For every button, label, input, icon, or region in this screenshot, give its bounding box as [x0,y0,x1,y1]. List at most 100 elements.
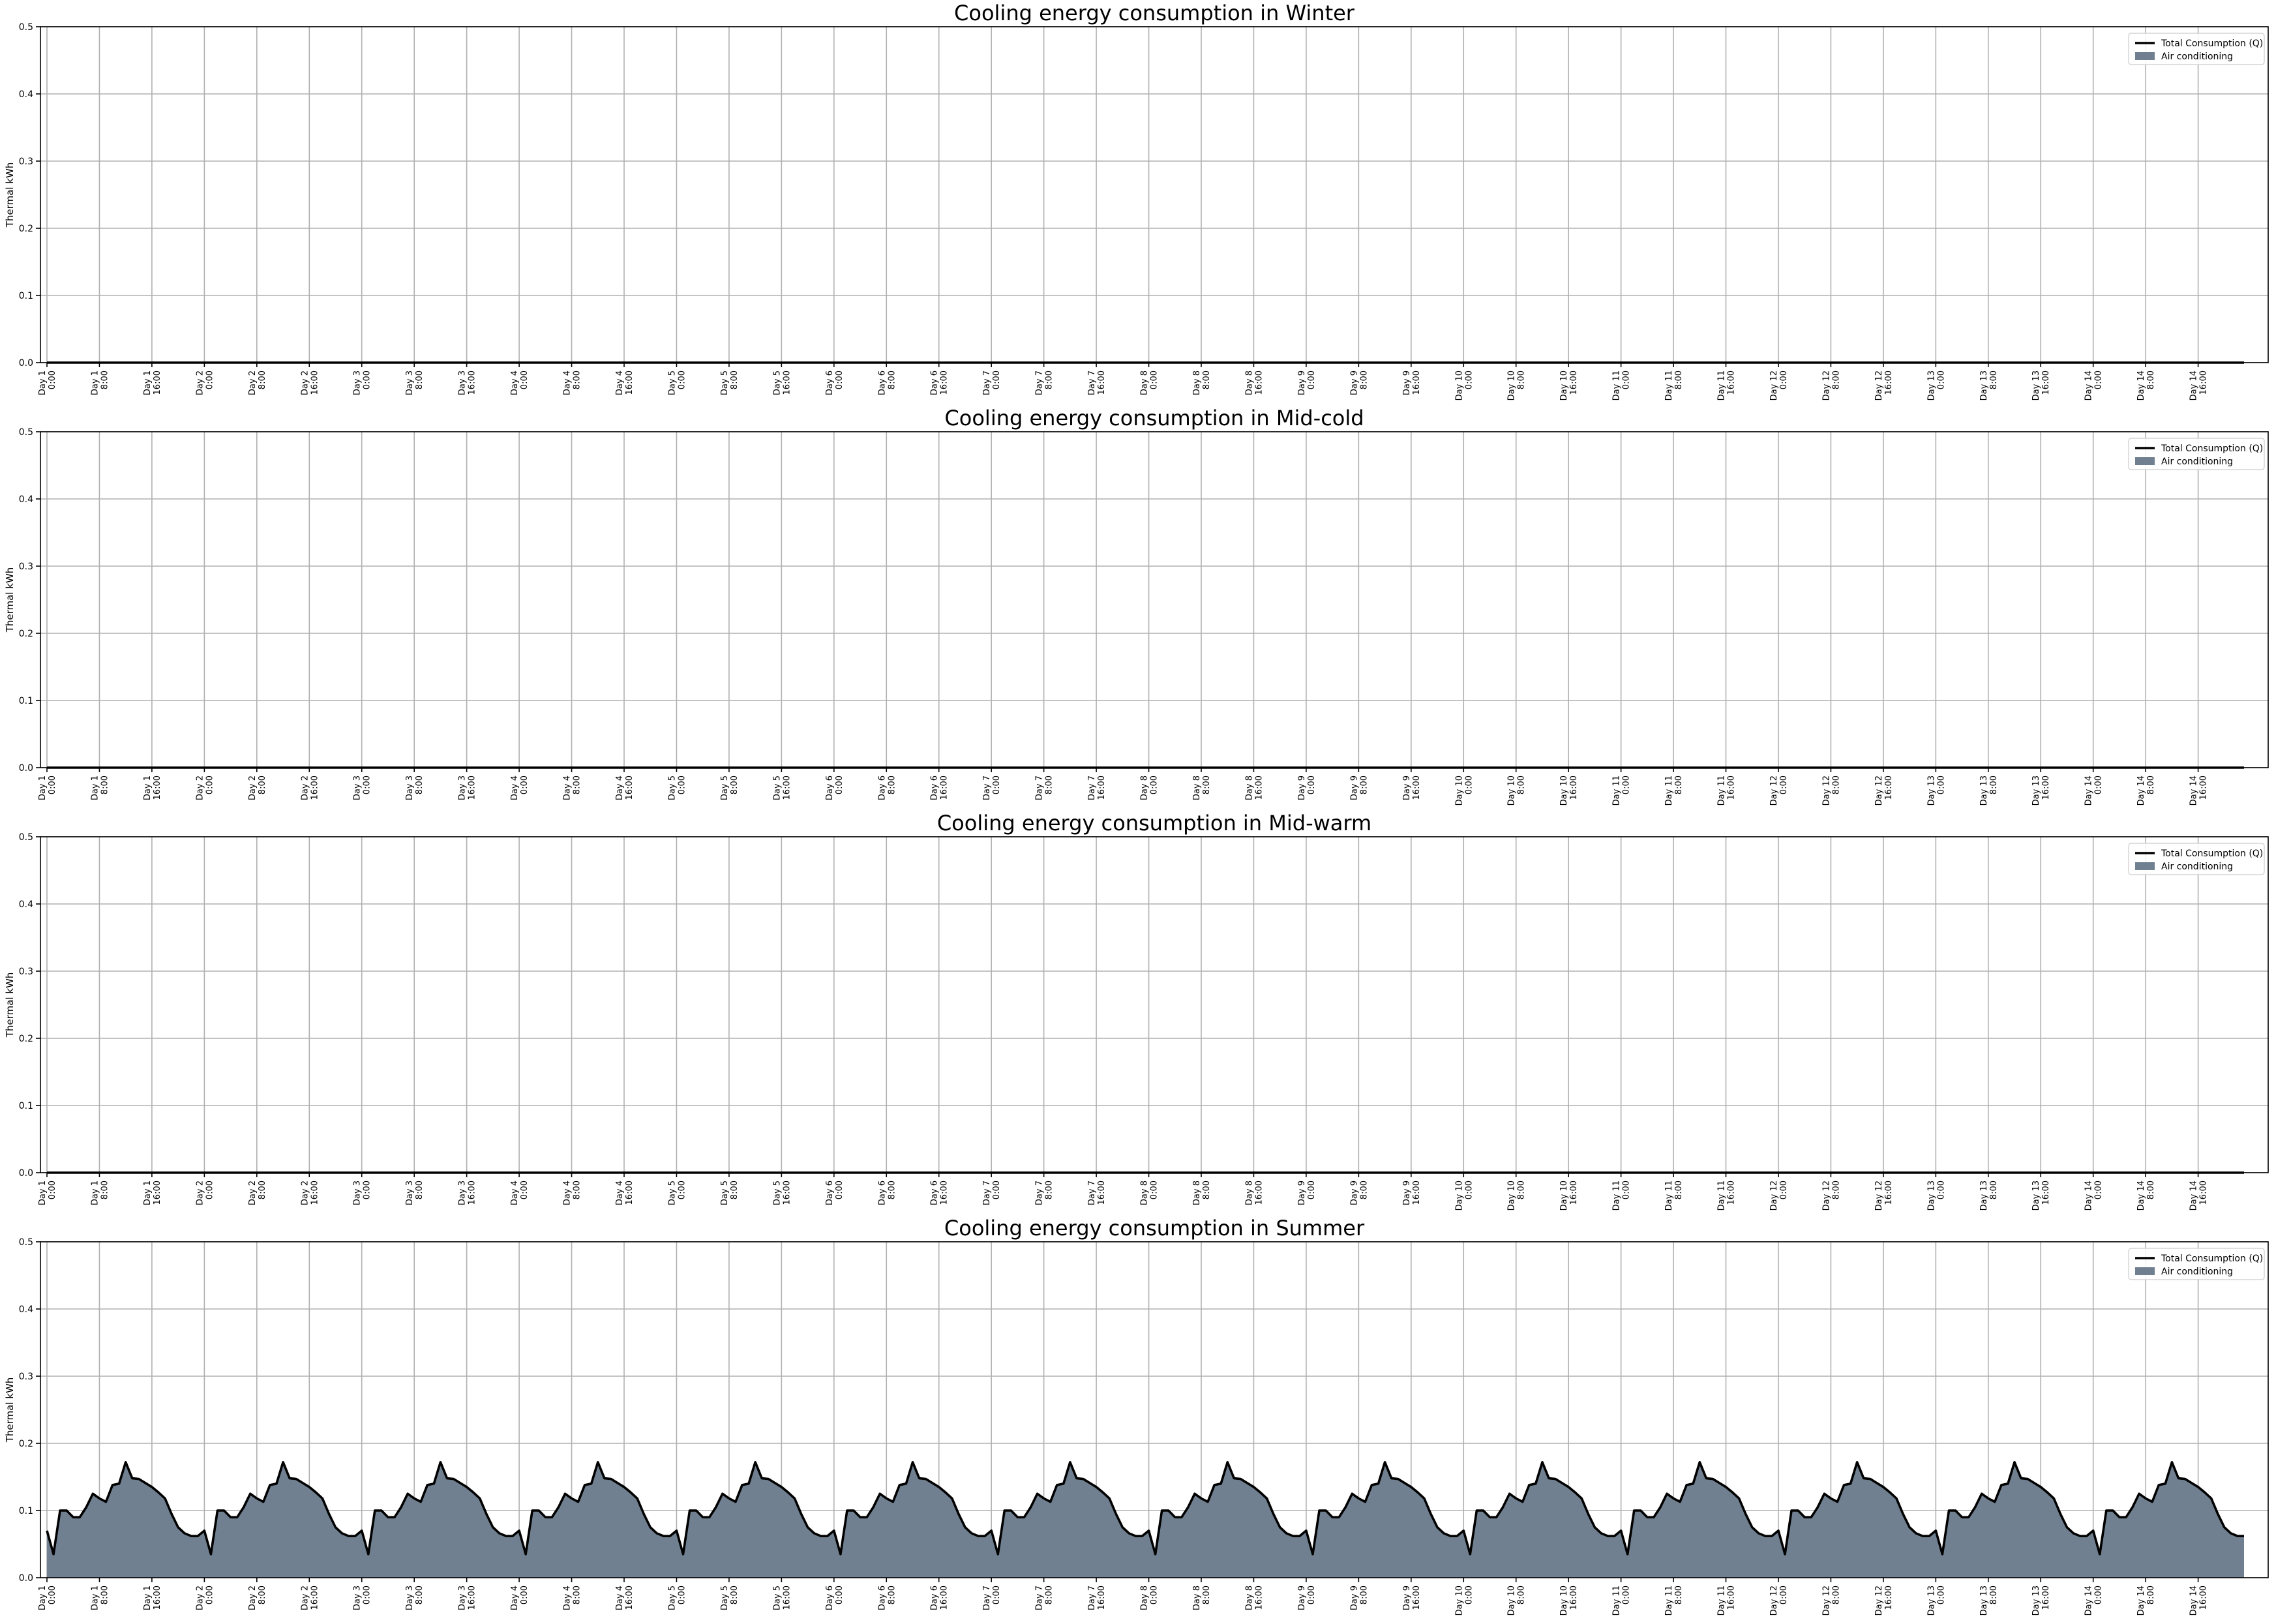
x-tick-label-time: 0:00 [1779,1180,1789,1199]
x-tick-label-day: Day 5 [667,775,677,800]
x-tick-label: Day 14 16:00 [2189,1180,2209,1210]
x-tick-label-day: Day 11 [1664,775,1674,805]
x-tick-label-day: Day 7 [982,370,992,395]
legend-box [2128,438,2265,470]
x-tick-label-time: 16:00 [1254,1180,1264,1205]
x-tick-label-time: 0:00 [48,1586,57,1604]
x-tick-label-time: 16:00 [1254,775,1264,800]
x-tick-label: Day 5 8:00 [720,1180,740,1205]
x-tick-label-time: 0:00 [48,370,57,389]
x-tick-label: Day 9 0:00 [1297,1586,1317,1610]
x-tick-label: Day 1 0:00 [38,370,57,395]
x-tick-label: Day 8 8:00 [1192,1180,1212,1205]
x-tick-label-day: Day 11 [1612,1180,1622,1210]
x-tick-label: Day 5 8:00 [720,370,740,395]
x-tick-label-day: Day 6 [825,1180,835,1205]
x-tick-label-day: Day 3 [458,775,468,800]
x-tick-label: Day 2 16:00 [300,1586,320,1610]
x-tick-label: Day 8 0:00 [1140,370,1160,395]
x-tick-label-day: Day 9 [1297,775,1307,800]
chart-panel-4: Cooling energy consumption in Summer Ther… [4,1216,2269,1616]
x-tick-label-time: 0:00 [205,1586,215,1604]
x-tick-label-day: Day 1 [38,775,48,800]
x-tick-label: Day 11 8:00 [1664,1180,1684,1210]
y-tick-label: 0.4 [19,1304,33,1315]
y-axis-label: Thermal kWh [4,972,16,1038]
x-tick-label: Day 11 0:00 [1612,370,1632,400]
x-tick-label-time: 8:00 [2146,775,2156,794]
x-tick-label: Day 7 16:00 [1087,370,1107,395]
x-tick-label-day: Day 14 [2189,1180,2199,1210]
x-tick-label-time: 16:00 [310,1586,320,1610]
x-tick-label: Day 11 16:00 [1717,775,1737,805]
x-tick-label-time: 8:00 [1674,775,1684,794]
x-tick-label-time: 8:00 [415,370,425,389]
x-tick-label-time: 8:00 [415,775,425,794]
x-tick-label-day: Day 8 [1244,1180,1254,1205]
legend: Total Consumption (Q) Air conditioning [2128,843,2265,875]
x-tick-label-day: Day 14 [2136,775,2146,805]
legend-box [2128,1248,2265,1280]
x-tick-label-time: 0:00 [1936,1180,1946,1199]
x-tick-label: Day 11 8:00 [1664,1586,1684,1616]
x-tick-label: Day 11 16:00 [1717,370,1737,400]
x-tick-label: Day 5 8:00 [720,775,740,800]
x-tick-label-day: Day 7 [1035,1586,1045,1610]
x-tick-label: Day 6 8:00 [877,370,897,395]
x-tick-label-day: Day 3 [405,1180,415,1205]
x-tick-label-time: 16:00 [625,1180,635,1205]
x-tick-label-day: Day 6 [825,1586,835,1610]
x-tick-label: Day 4 8:00 [563,370,582,395]
x-tick-label-day: Day 3 [458,370,468,395]
x-tick-label: Day 2 16:00 [300,775,320,800]
x-tick-label: Day 4 0:00 [510,775,530,800]
x-tick-label-day: Day 7 [1035,775,1045,800]
y-tick-label: 0.2 [19,224,33,234]
legend-label-total-consumption: Total Consumption (Q) [2161,849,2263,859]
x-tick-label: Day 7 16:00 [1087,1586,1107,1610]
x-tick-label-time: 0:00 [520,370,530,389]
x-tick-label-day: Day 11 [1717,1180,1727,1210]
x-tick-label-day: Day 7 [1087,1180,1097,1205]
legend: Total Consumption (Q) Air conditioning [2128,1248,2265,1280]
x-tick-label-day: Day 6 [877,1180,887,1205]
x-tick-label: Day 13 8:00 [1979,370,1999,400]
y-tick-label: 0.1 [19,696,33,706]
x-tick-label-time: 0:00 [992,370,1002,389]
x-tick-label-day: Day 5 [667,1586,677,1610]
x-tick-label: Day 14 8:00 [2136,1180,2156,1210]
x-tick-label-time: 16:00 [1254,1586,1264,1610]
x-tick-label-day: Day 6 [825,370,835,395]
x-tick-label-day: Day 13 [1979,370,1989,400]
y-tick-label: 0.2 [19,1439,33,1449]
x-tick-label-time: 8:00 [887,775,897,794]
x-tick-label-day: Day 2 [300,1180,310,1205]
x-tick-label: Day 13 0:00 [1926,775,1946,805]
x-tick-label: Day 14 16:00 [2189,1586,2209,1616]
x-tick-label: Day 8 8:00 [1192,775,1212,800]
x-tick-label-day: Day 8 [1140,775,1150,800]
legend-label-total-consumption: Total Consumption (Q) [2161,1254,2263,1264]
x-tick-label-day: Day 1 [143,1180,153,1205]
x-tick-label-time: 8:00 [730,1180,740,1199]
x-tick-label-day: Day 4 [615,1180,625,1205]
x-tick-label: Day 6 0:00 [825,775,845,800]
x-tick-label-time: 16:00 [1884,1586,1894,1610]
x-tick-label: Day 4 16:00 [615,1586,635,1610]
x-tick-label-day: Day 14 [2189,1586,2199,1616]
x-tick-label: Day 1 0:00 [38,775,57,800]
x-tick-label-day: Day 9 [1349,1586,1359,1610]
x-tick-label-time: 8:00 [258,370,267,389]
x-tick-label: Day 14 8:00 [2136,775,2156,805]
x-tick-label-time: 16:00 [625,1586,635,1610]
x-tick-label-day: Day 13 [1926,1586,1936,1616]
x-tick-label-time: 16:00 [1412,1586,1422,1610]
x-tick-label-time: 0:00 [520,775,530,794]
x-tick-label: Day 7 0:00 [982,1586,1002,1610]
x-tick-label: Day 7 8:00 [1035,1180,1055,1205]
x-tick-label-day: Day 4 [563,1180,573,1205]
legend: Total Consumption (Q) Air conditioning [2128,438,2265,470]
y-tick-label: 0.1 [19,1506,33,1516]
x-tick-label: Day 1 8:00 [90,1180,110,1205]
x-tick-label: Day 4 16:00 [615,370,635,395]
